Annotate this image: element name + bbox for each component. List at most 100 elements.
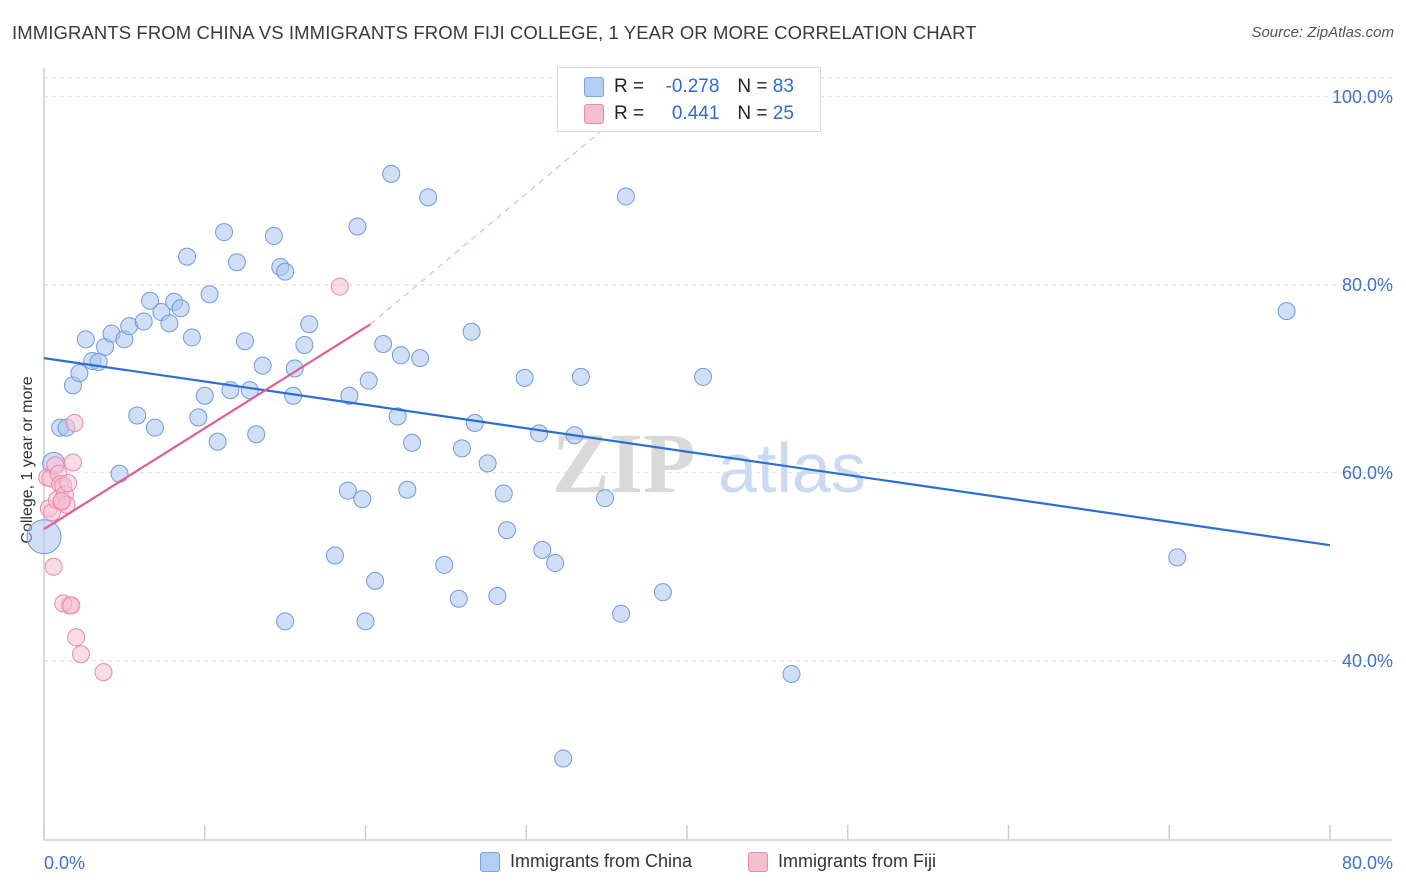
point-china: [435, 555, 454, 574]
r-label: R =: [614, 103, 645, 124]
point-china: [76, 330, 95, 349]
point-china: [616, 187, 635, 206]
point-fiji: [71, 645, 90, 664]
point-fiji: [65, 413, 84, 432]
point-china: [340, 386, 359, 405]
n-label: N =: [737, 103, 768, 124]
point-china: [403, 433, 422, 452]
point-china: [530, 424, 549, 443]
point-china: [160, 314, 179, 333]
point-china: [388, 407, 407, 426]
point-china: [128, 406, 147, 425]
point-china: [449, 589, 468, 608]
series-legend: Immigrants from China Immigrants from Fi…: [0, 851, 1406, 879]
point-china: [612, 604, 631, 623]
point-china: [276, 262, 295, 281]
r-value-fiji: 0.441: [671, 103, 720, 124]
point-china: [782, 664, 801, 683]
r-value-china: -0.278: [665, 76, 720, 97]
point-china: [554, 749, 573, 768]
point-china: [494, 484, 513, 503]
point-china: [178, 247, 197, 266]
legend-swatch-fiji: [584, 104, 604, 124]
point-china: [462, 322, 481, 341]
point-china: [247, 425, 266, 444]
point-china: [26, 519, 62, 555]
point-china: [171, 299, 190, 318]
point-china: [497, 521, 516, 540]
n-label: N =: [737, 76, 768, 97]
point-china: [1168, 548, 1187, 567]
chart-title: IMMIGRANTS FROM CHINA VS IMMIGRANTS FROM…: [12, 22, 977, 43]
point-china: [200, 285, 219, 304]
correlation-legend: R = -0.278 N = 83 R = 0.441 N = 25: [557, 67, 821, 132]
point-china: [264, 226, 283, 245]
point-china: [571, 367, 590, 386]
point-fiji: [59, 474, 78, 493]
point-china: [478, 454, 497, 473]
point-china: [533, 540, 552, 559]
point-china: [189, 408, 208, 427]
point-china: [141, 291, 160, 310]
y-tick-label: 100.0%: [1332, 87, 1393, 107]
point-china: [325, 546, 344, 565]
r-label: R =: [614, 76, 645, 97]
point-china: [419, 188, 438, 207]
legend-swatch-china: [584, 77, 604, 97]
point-china: [227, 253, 246, 272]
point-china: [359, 371, 378, 390]
point-china: [382, 164, 401, 183]
point-china: [353, 490, 372, 509]
point-china: [300, 315, 319, 334]
point-china: [338, 481, 357, 500]
point-fiji: [330, 277, 349, 296]
point-china: [398, 480, 417, 499]
point-china: [285, 359, 304, 378]
y-tick-label: 80.0%: [1342, 275, 1393, 295]
trendline-china: [43, 357, 1331, 547]
point-china: [1277, 302, 1296, 321]
point-china: [694, 367, 713, 386]
legend-item-fiji[interactable]: Immigrants from Fiji: [748, 851, 936, 872]
legend-item-china[interactable]: Immigrants from China: [480, 851, 692, 872]
point-china: [253, 356, 272, 375]
point-china: [195, 386, 214, 405]
point-china: [276, 612, 295, 631]
y-tick-label: 60.0%: [1342, 463, 1393, 483]
legend-swatch-china: [480, 851, 500, 872]
point-china: [596, 489, 615, 508]
x-tick-label: 0.0%: [44, 853, 85, 873]
point-china: [452, 439, 471, 458]
point-china: [356, 612, 375, 631]
point-fiji: [44, 557, 63, 576]
point-fiji: [67, 628, 86, 647]
point-china: [208, 432, 227, 451]
point-china: [182, 328, 201, 347]
point-china: [134, 312, 153, 331]
point-china: [145, 418, 164, 437]
legend-label-china: Immigrants from China: [510, 851, 693, 871]
n-value-china: 83: [772, 76, 794, 97]
point-china: [515, 368, 534, 387]
point-china: [235, 332, 254, 351]
trendline-fiji-extension: [369, 105, 632, 325]
point-china: [348, 217, 367, 236]
point-fiji: [63, 453, 82, 472]
source-credit: Source: ZipAtlas.com: [1251, 24, 1394, 41]
point-china: [411, 349, 430, 368]
point-fiji: [94, 663, 113, 682]
point-china: [391, 346, 410, 365]
point-china: [653, 583, 672, 602]
point-fiji: [62, 596, 81, 615]
point-china: [488, 586, 507, 605]
legend-label-fiji: Immigrants from Fiji: [778, 851, 937, 871]
n-value-fiji: 25: [772, 103, 794, 124]
point-china: [374, 335, 393, 354]
x-tick-label: 80.0%: [1342, 853, 1393, 873]
point-fiji: [52, 492, 71, 510]
point-china: [70, 364, 89, 383]
y-tick-label: 40.0%: [1342, 651, 1393, 671]
point-china: [465, 413, 484, 432]
legend-row-china: R = -0.278 N = 83: [584, 75, 794, 99]
